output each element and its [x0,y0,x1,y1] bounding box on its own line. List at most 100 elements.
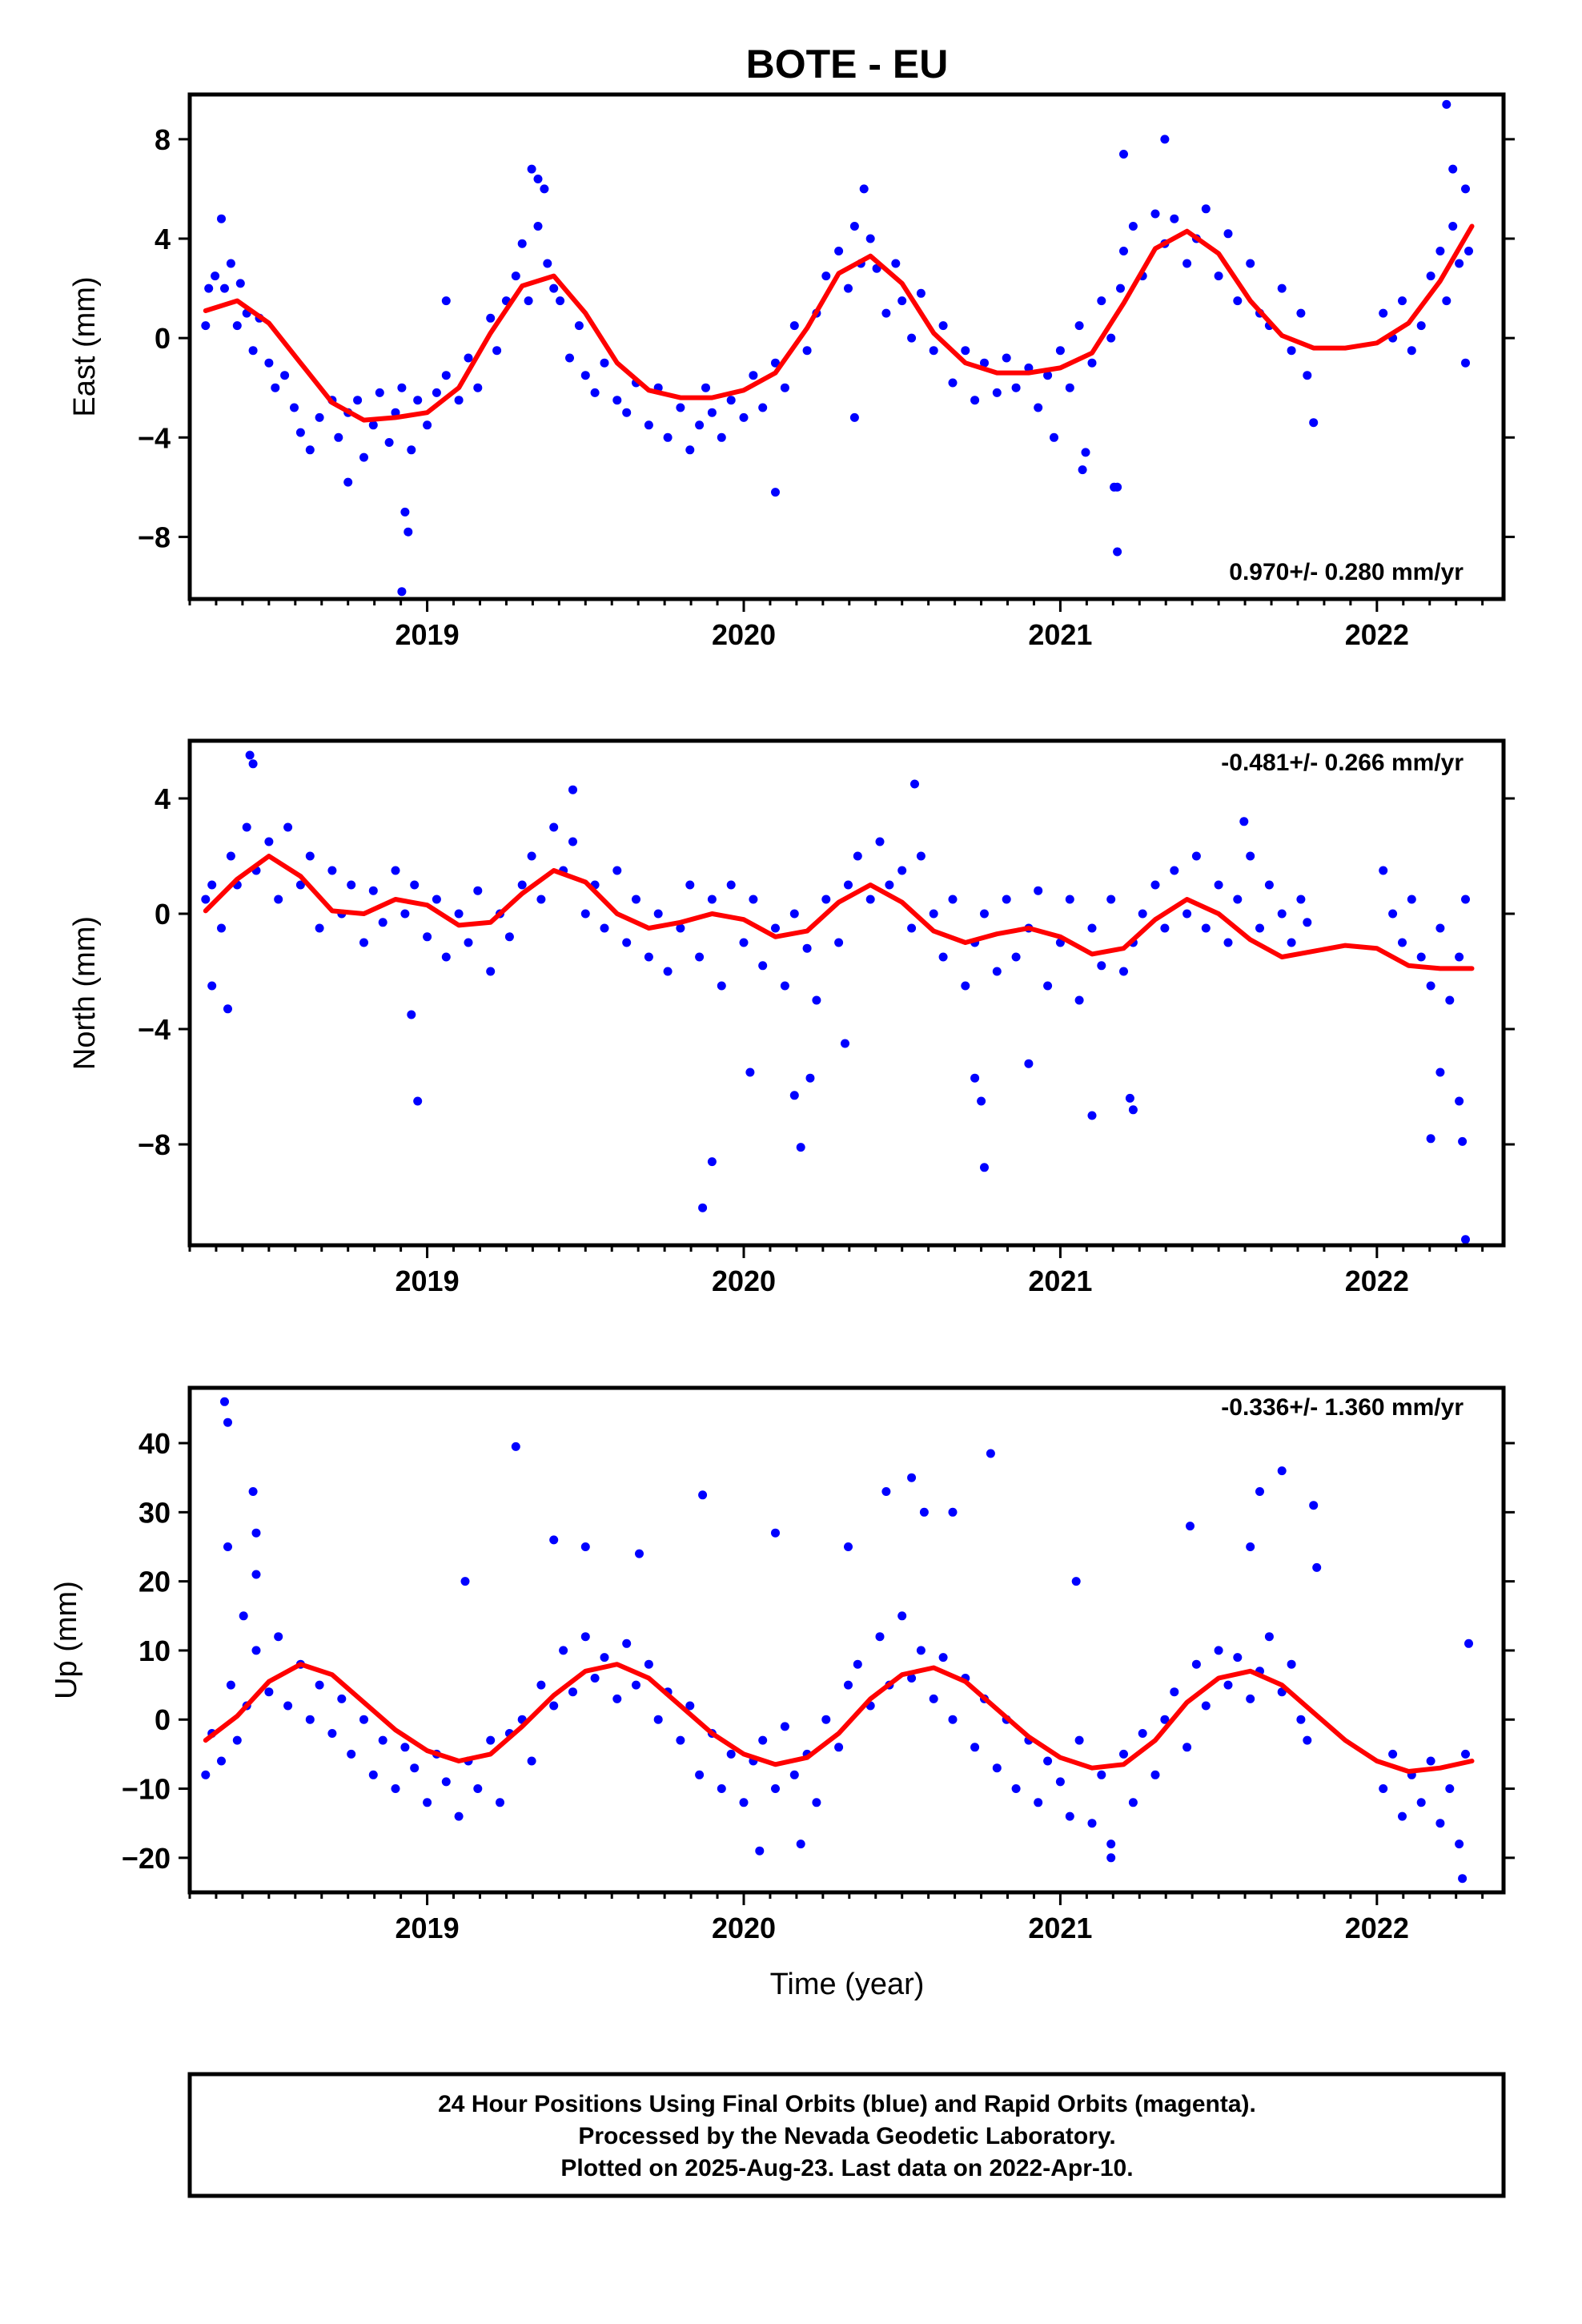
data-point [1043,981,1053,991]
y-tick-label: 4 [155,782,171,815]
data-point [907,1473,917,1482]
data-point [1233,895,1243,904]
data-point [1407,895,1416,904]
data-point [1379,866,1388,875]
data-point [441,296,451,306]
data-point [891,259,901,268]
data-point [1106,1839,1116,1849]
y-tick-label: 4 [155,223,171,255]
data-point [1296,308,1306,318]
data-point [948,378,958,388]
data-point [938,321,948,331]
data-point [929,1694,938,1703]
data-point [1160,135,1170,144]
data-point [527,1756,536,1766]
data-point [929,346,938,356]
data-point [1455,952,1464,962]
data-point [274,895,283,904]
data-point [948,895,958,904]
data-point [726,880,736,890]
data-point [1150,1770,1160,1779]
data-point [755,1846,765,1856]
data-point [568,1687,577,1697]
data-point [1264,1632,1274,1642]
data-point [701,383,710,392]
data-point [1002,895,1011,904]
data-point [556,296,565,306]
data-point [1246,259,1255,268]
data-point [1150,880,1160,890]
y-tick-label: 20 [139,1566,171,1598]
panel-east: 8 4 0 −4 −8 2019 2020 2021 2022 East (mm) 0.970+/-… [68,92,1515,651]
data-point [1379,308,1388,318]
x-tick-label: 2021 [1028,1912,1092,1944]
data-point [805,1073,815,1083]
data-point [353,396,363,405]
rate-annotation: 0.970+/- 0.280 mm/yr [1229,559,1464,585]
data-point [524,296,533,306]
data-point [271,383,280,392]
data-point [644,952,653,962]
data-point [986,1449,995,1458]
data-point [1011,383,1021,392]
data-point [802,943,812,953]
data-point [749,371,758,380]
data-point [970,396,980,405]
data-point [248,759,258,769]
data-point [1065,895,1074,904]
data-point [1125,1093,1134,1103]
data-point [201,1770,211,1779]
data-point [1277,1466,1287,1476]
data-point [865,234,875,243]
data-point [980,1163,989,1172]
data-point [245,750,255,760]
data-point [789,1770,799,1779]
data-point [305,851,315,861]
data-point [1011,952,1021,962]
data-point [223,1004,232,1014]
data-point [580,1542,590,1551]
y-tick-label: 8 [155,123,171,156]
data-point [653,909,663,919]
data-point [1388,1749,1398,1759]
data-point [600,358,609,368]
data-point [676,403,685,412]
data-point [771,488,780,497]
data-point [1426,981,1435,991]
plot-frame [187,1385,1506,1895]
data-point [384,438,394,447]
data-point [375,388,384,397]
data-point [796,1143,805,1152]
data-point [717,1784,726,1793]
data-point [875,1632,885,1642]
data-point [745,1068,755,1077]
data-point [1303,1735,1312,1745]
data-layer [201,99,1475,597]
data-point [207,880,217,890]
data-point [1303,371,1312,380]
data-point [248,346,258,356]
data-point [771,1784,780,1793]
y-axis-label: Up (mm) [50,1581,83,1699]
data-point [758,403,768,412]
data-point [460,1577,470,1586]
data-point [226,259,235,268]
data-point [517,880,527,890]
data-point [1464,247,1473,255]
data-point [1416,952,1426,962]
data-point [916,1646,926,1655]
data-point [568,837,577,846]
data-point [1128,1105,1138,1115]
data-point [454,1811,464,1821]
data-point [1065,1811,1074,1821]
data-point [802,346,812,356]
data-point [441,371,451,380]
data-point [1074,321,1084,331]
x-tick-label: 2022 [1345,1265,1409,1297]
data-point [1106,895,1116,904]
data-point [1201,923,1211,933]
y-tick-label: −8 [138,521,171,553]
data-point [274,1632,283,1642]
y-tick-label: 10 [139,1634,171,1667]
data-point [1119,247,1128,255]
